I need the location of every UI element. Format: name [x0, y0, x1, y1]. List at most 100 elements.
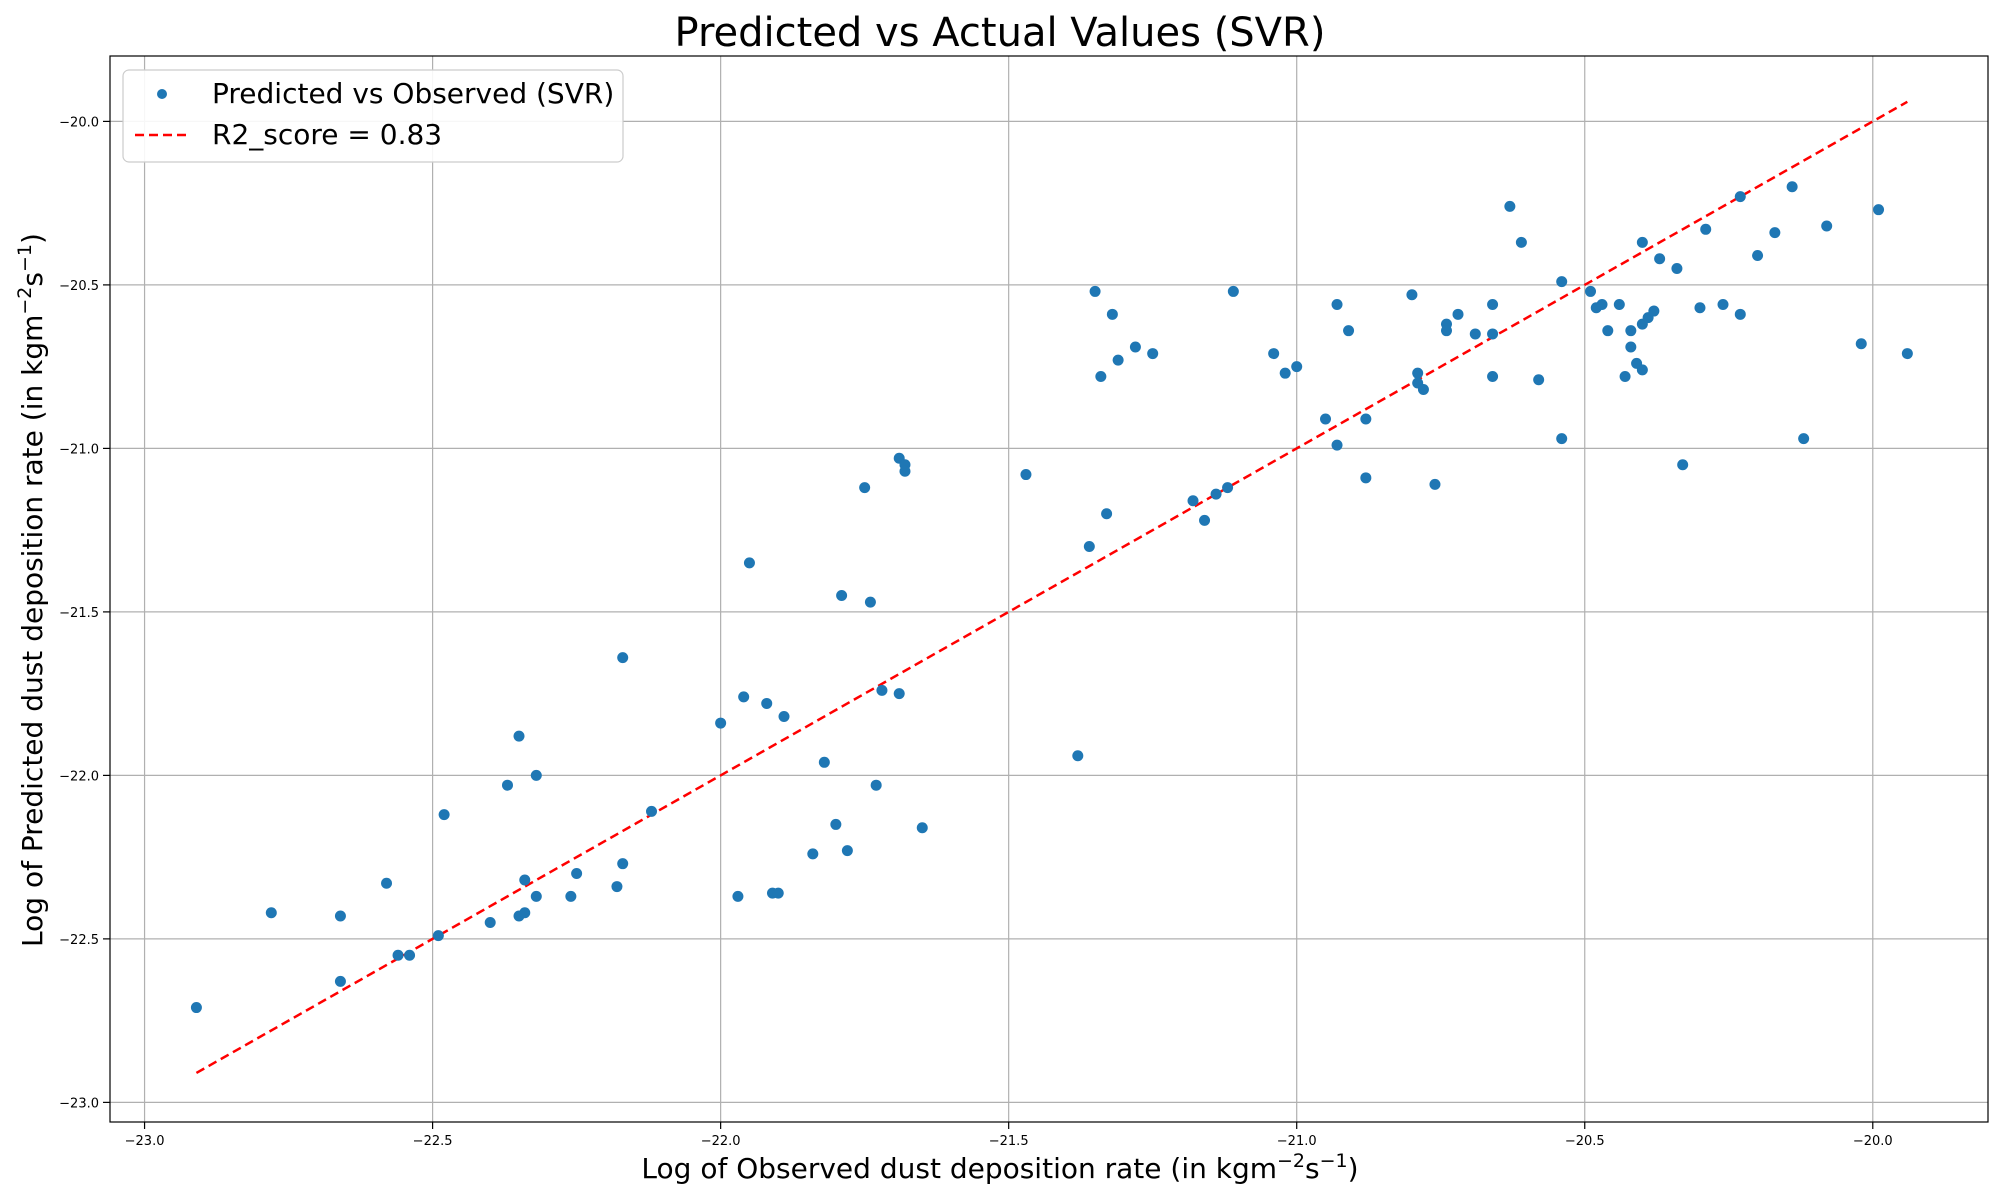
- x-tick-label: −23.0: [125, 1134, 165, 1149]
- data-point: [1360, 472, 1372, 484]
- legend: Predicted vs Observed (SVR) R2_score = 0…: [122, 69, 624, 163]
- data-point: [334, 975, 346, 987]
- x-axis-ticks: −23.0 −22.5 −22.0 −21.5 −21.0 −20.5 −20.0: [125, 1122, 1893, 1149]
- data-point: [1147, 348, 1159, 360]
- y-tick-label: −22.5: [59, 933, 99, 948]
- data-point: [1734, 191, 1746, 203]
- data-point: [404, 949, 416, 961]
- data-point: [830, 818, 842, 830]
- points-layer: [190, 181, 1913, 1014]
- data-point: [899, 465, 911, 477]
- data-point: [1671, 263, 1683, 275]
- data-point: [859, 482, 871, 494]
- data-point: [519, 907, 531, 919]
- data-point: [1199, 514, 1211, 526]
- data-point: [1343, 325, 1355, 337]
- data-point: [916, 822, 928, 834]
- x-tick-label: −21.5: [989, 1134, 1029, 1149]
- data-point: [1429, 478, 1441, 490]
- data-point: [818, 756, 830, 768]
- data-point: [1717, 299, 1729, 311]
- data-point: [1636, 236, 1648, 248]
- data-point: [565, 890, 577, 902]
- data-point: [738, 691, 750, 703]
- data-point: [1331, 299, 1343, 311]
- data-point: [870, 779, 882, 791]
- data-point: [1602, 325, 1614, 337]
- data-point: [1487, 299, 1499, 311]
- y-axis-label: Log of Predicted dust deposition rate (i…: [14, 233, 49, 947]
- data-point: [1636, 364, 1648, 376]
- y-tick-label: −21.5: [59, 606, 99, 621]
- data-point: [1769, 227, 1781, 239]
- data-point: [893, 688, 905, 700]
- data-point: [381, 877, 393, 889]
- data-point: [530, 769, 542, 781]
- data-point: [1654, 253, 1666, 265]
- data-point: [1469, 328, 1481, 340]
- data-point: [438, 809, 450, 821]
- data-point: [1083, 540, 1095, 552]
- data-point: [1625, 341, 1637, 353]
- data-point: [617, 652, 629, 664]
- data-point: [1786, 181, 1798, 193]
- data-point: [1095, 370, 1107, 382]
- data-point: [1613, 299, 1625, 311]
- y-tick-label: −21.0: [59, 442, 99, 457]
- data-point: [1417, 384, 1429, 396]
- data-point: [1821, 220, 1833, 232]
- data-point: [743, 557, 755, 569]
- fit-line: [195, 100, 1908, 1075]
- data-point: [513, 730, 525, 742]
- data-point: [807, 848, 819, 860]
- data-point: [836, 590, 848, 602]
- data-point: [1752, 249, 1764, 261]
- data-point: [190, 1002, 202, 1014]
- data-point: [334, 910, 346, 922]
- legend-marker-scatter: [157, 89, 167, 99]
- data-point: [1020, 469, 1032, 481]
- data-point: [519, 874, 531, 886]
- data-point: [432, 930, 444, 942]
- data-point: [1320, 413, 1332, 425]
- data-point: [1504, 200, 1516, 212]
- data-point: [1112, 354, 1124, 366]
- data-point: [876, 684, 888, 696]
- legend-label-scatter: Predicted vs Observed (SVR): [212, 77, 614, 110]
- data-point: [646, 805, 658, 817]
- data-point: [778, 711, 790, 723]
- data-point: [1487, 370, 1499, 382]
- legend-box: [122, 69, 624, 163]
- data-point: [841, 845, 853, 857]
- data-point: [1625, 325, 1637, 337]
- data-point: [1556, 433, 1568, 445]
- data-point: [1648, 305, 1660, 317]
- data-point: [501, 779, 513, 791]
- data-point: [1487, 328, 1499, 340]
- data-point: [1855, 338, 1867, 350]
- data-point: [1873, 204, 1885, 216]
- data-point: [530, 890, 542, 902]
- legend-label-line: R2_score = 0.83: [212, 118, 442, 151]
- data-point: [1412, 367, 1424, 379]
- data-point: [1556, 276, 1568, 288]
- data-point: [611, 881, 623, 893]
- data-point: [1089, 285, 1101, 297]
- data-point: [732, 890, 744, 902]
- data-point: [1901, 348, 1913, 360]
- data-point: [1268, 348, 1280, 360]
- data-point: [1700, 223, 1712, 235]
- data-point: [571, 867, 583, 879]
- data-point: [1187, 495, 1199, 507]
- data-point: [1279, 367, 1291, 379]
- x-tick-label: −21.0: [1277, 1134, 1317, 1149]
- x-tick-label: −22.5: [413, 1134, 453, 1149]
- y-tick-label: −23.0: [59, 1096, 99, 1111]
- data-point: [715, 717, 727, 729]
- data-point: [1360, 413, 1372, 425]
- data-point: [1101, 508, 1113, 520]
- data-point: [1677, 459, 1689, 471]
- data-point: [1331, 439, 1343, 451]
